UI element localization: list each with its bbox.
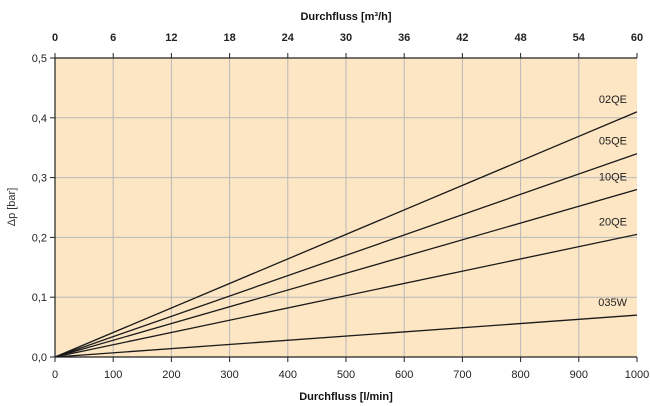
tick-labels: 0 100 200 300 400 500 600 700 800 900 1000 0 6 12 18 24… [32, 32, 650, 381]
x-bottom-tick-label: 800 [511, 369, 529, 381]
x-top-tick-label: 36 [398, 32, 410, 44]
series-line-10qe [54, 188, 638, 358]
x-bottom-tick-label: 0 [52, 369, 58, 381]
x-bottom-tick-label: 700 [453, 369, 471, 381]
grid-lines [55, 58, 637, 357]
x-bottom-tick-label: 600 [395, 369, 413, 381]
series-label-02qe: 02QE [599, 94, 627, 106]
x-bottom-tick-label: 400 [279, 369, 297, 381]
x-top-tick-label: 24 [282, 32, 295, 44]
y-tick-label: 0,4 [32, 113, 47, 125]
series-label-035w: 035W [598, 297, 627, 309]
x-bottom-tick-label: 300 [220, 369, 238, 381]
x-bottom-tick-label: 1000 [625, 369, 649, 381]
y-axis-title: Δp [bar] [6, 188, 18, 227]
series-lines: 02QE 05QE 10QE 20QE 035W [54, 94, 638, 358]
series-label-20qe: 20QE [599, 216, 627, 228]
x-top-tick-label: 0 [52, 32, 58, 44]
y-tick-label: 0,0 [32, 352, 47, 364]
x-top-tick-label: 54 [573, 32, 586, 44]
series-line-02qe [54, 111, 638, 358]
x-top-tick-label: 60 [631, 32, 643, 44]
y-tick-label: 0,3 [32, 173, 47, 185]
x-top-axis-title: Durchfluss [m³/h] [300, 11, 391, 23]
y-tick-label: 0,5 [32, 53, 47, 65]
x-bottom-tick-label: 900 [570, 369, 588, 381]
x-top-tick-label: 12 [165, 32, 177, 44]
x-top-tick-label: 30 [340, 32, 352, 44]
x-top-tick-label: 6 [110, 32, 116, 44]
x-bottom-tick-label: 500 [337, 369, 355, 381]
x-bottom-axis-title: Durchfluss [l/min] [299, 391, 393, 403]
y-tick-label: 0,2 [32, 232, 47, 244]
y-tick-label: 0,1 [32, 292, 47, 304]
series-label-10qe: 10QE [599, 172, 627, 184]
x-top-tick-label: 18 [223, 32, 235, 44]
series-label-05qe: 05QE [599, 136, 627, 148]
x-bottom-tick-label: 100 [104, 369, 122, 381]
x-top-tick-label: 48 [514, 32, 526, 44]
series-line-20qe [54, 233, 638, 358]
series-line-035w [54, 314, 638, 358]
axes [50, 53, 638, 362]
x-bottom-tick-label: 200 [162, 369, 180, 381]
x-top-tick-label: 42 [456, 32, 468, 44]
series-line-05qe [54, 153, 638, 358]
